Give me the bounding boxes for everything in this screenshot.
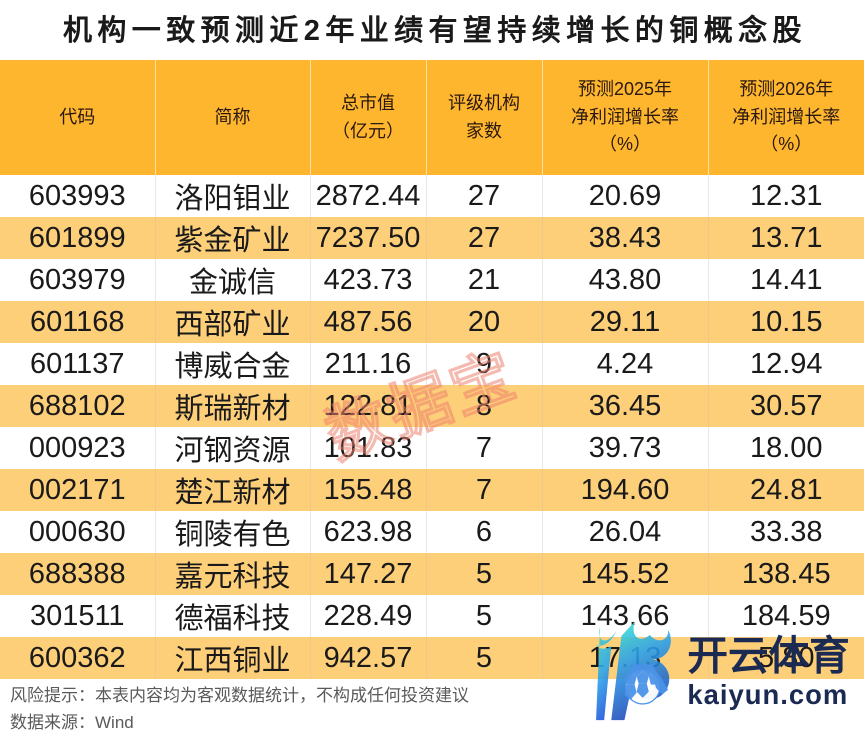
svg-text:开云体育: 开云体育 [687, 632, 849, 678]
svg-text:kaiyun.com: kaiyun.com [687, 679, 848, 710]
